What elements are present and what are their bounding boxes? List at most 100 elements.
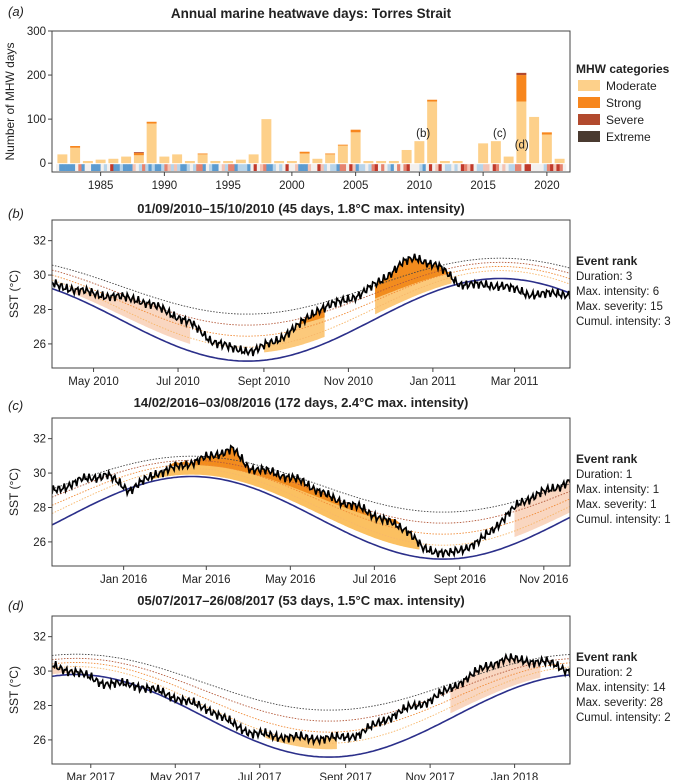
- bar-moderate-2000: [286, 160, 297, 164]
- legend-entry: Extreme: [606, 130, 651, 144]
- anomaly-cell: [483, 164, 487, 171]
- bar-strong-1989: [146, 121, 157, 124]
- anomaly-cell: [400, 164, 404, 171]
- mhw-event-0: [150, 445, 420, 550]
- anomaly-cell: [266, 164, 270, 171]
- bar-moderate-1998: [261, 119, 272, 164]
- anomaly-cell: [164, 164, 168, 171]
- legend-entry: Moderate: [606, 79, 657, 93]
- bar-moderate-2019: [529, 116, 540, 164]
- y-tick-label: 0: [40, 158, 46, 170]
- bar-moderate-2015: [478, 143, 489, 164]
- anomaly-cell: [59, 164, 63, 171]
- bar-moderate-2005: [350, 132, 361, 164]
- anomaly-cell: [317, 164, 321, 171]
- plot-frame: [51, 30, 571, 173]
- anomaly-cell: [68, 164, 73, 171]
- anomaly-cell: [272, 164, 277, 171]
- anomaly-cell: [154, 164, 159, 171]
- x-tick-label: Sept 2016: [434, 574, 486, 586]
- anomaly-cell: [84, 164, 89, 171]
- anomaly-cell: [330, 164, 334, 171]
- anomaly-cell: [269, 164, 274, 171]
- plot-area: [52, 652, 570, 758]
- anomaly-cell: [428, 164, 433, 171]
- panel-label: (a): [8, 4, 24, 19]
- anomaly-cell: [553, 164, 557, 171]
- legend-swatch-severe: [578, 114, 600, 125]
- bar-severe-1988: [133, 152, 144, 154]
- anomaly-cell: [65, 164, 70, 171]
- anomaly-cell: [527, 164, 532, 171]
- anomaly-cell: [247, 164, 251, 171]
- threshold-line-4: [52, 455, 570, 513]
- bar-annotation: (c): [493, 128, 507, 140]
- event-rank-line: Max. intensity: 6: [576, 286, 659, 298]
- bar-strong-2005: [350, 129, 361, 133]
- anomaly-cell: [282, 164, 286, 171]
- bar-moderate-2011: [427, 101, 438, 164]
- legend-swatch-moderate: [578, 80, 600, 91]
- anomaly-cell: [473, 164, 478, 171]
- anomaly-cell: [253, 164, 258, 171]
- anomaly-cell: [518, 164, 522, 171]
- bar-moderate-1996: [235, 159, 246, 164]
- anomaly-cell: [495, 164, 500, 171]
- x-tick-label: 2005: [343, 180, 369, 192]
- anomaly-strip: [56, 164, 567, 171]
- anomaly-cell: [228, 164, 232, 171]
- event-rank-title: Event rank: [576, 254, 638, 268]
- bar-moderate-2017: [503, 156, 514, 164]
- anomaly-cell: [562, 164, 567, 171]
- threshold-line-2: [52, 662, 570, 733]
- anomaly-cell: [218, 164, 223, 171]
- bar-strong-2011: [427, 99, 438, 102]
- event-rank-line: Cumul. intensity: 2: [576, 712, 671, 724]
- x-tick-label: Mar 2016: [182, 574, 231, 586]
- anomaly-cell: [479, 164, 484, 171]
- anomaly-cell: [515, 164, 519, 171]
- anomaly-cell: [148, 164, 152, 171]
- bar-moderate-1990: [159, 156, 170, 164]
- legend-entry: Strong: [606, 96, 641, 110]
- anomaly-cell: [311, 164, 315, 171]
- anomaly-cell: [145, 164, 149, 171]
- anomaly-cell: [62, 164, 66, 171]
- bar-moderate-1985: [95, 159, 106, 164]
- anomaly-cell: [307, 164, 312, 171]
- x-tick-label: Sept 2010: [238, 376, 290, 388]
- anomaly-cell: [543, 164, 548, 171]
- x-tick-label: 2020: [534, 180, 560, 192]
- mhw-event-1: [265, 728, 337, 750]
- anomaly-cell: [358, 164, 363, 171]
- anomaly-cell: [295, 164, 299, 171]
- event-rank-line: Cumul. intensity: 3: [576, 316, 671, 328]
- bar-moderate-1989: [146, 123, 157, 164]
- x-tick-label: 1995: [215, 180, 241, 192]
- bar-moderate-1994: [210, 160, 221, 164]
- climatology-line: [52, 277, 570, 362]
- mhw-strong-2: [375, 253, 451, 299]
- bar-moderate-2002: [312, 158, 323, 164]
- anomaly-cell: [275, 164, 280, 171]
- anomaly-cell: [413, 164, 417, 171]
- x-tick-label: 2015: [470, 180, 496, 192]
- panel-label: (b): [8, 206, 24, 221]
- bar-moderate-2012: [439, 160, 450, 164]
- anomaly-cell: [151, 164, 156, 171]
- anomaly-cell: [279, 164, 283, 171]
- bar-moderate-1995: [223, 160, 234, 164]
- bar-strong-2020: [541, 132, 552, 135]
- anomaly-cell: [202, 164, 207, 171]
- bar-moderate-2021: [554, 158, 565, 164]
- anomaly-cell: [499, 164, 503, 171]
- bar-moderate-1982: [57, 154, 68, 164]
- bar-strong-1993: [197, 153, 208, 155]
- plot-area: [52, 253, 570, 362]
- x-tick-label: 2010: [407, 180, 433, 192]
- anomaly-cell: [409, 164, 414, 171]
- anomaly-cell: [508, 164, 513, 171]
- threshold-line-3: [52, 657, 570, 722]
- bar-annotation: (b): [416, 128, 430, 140]
